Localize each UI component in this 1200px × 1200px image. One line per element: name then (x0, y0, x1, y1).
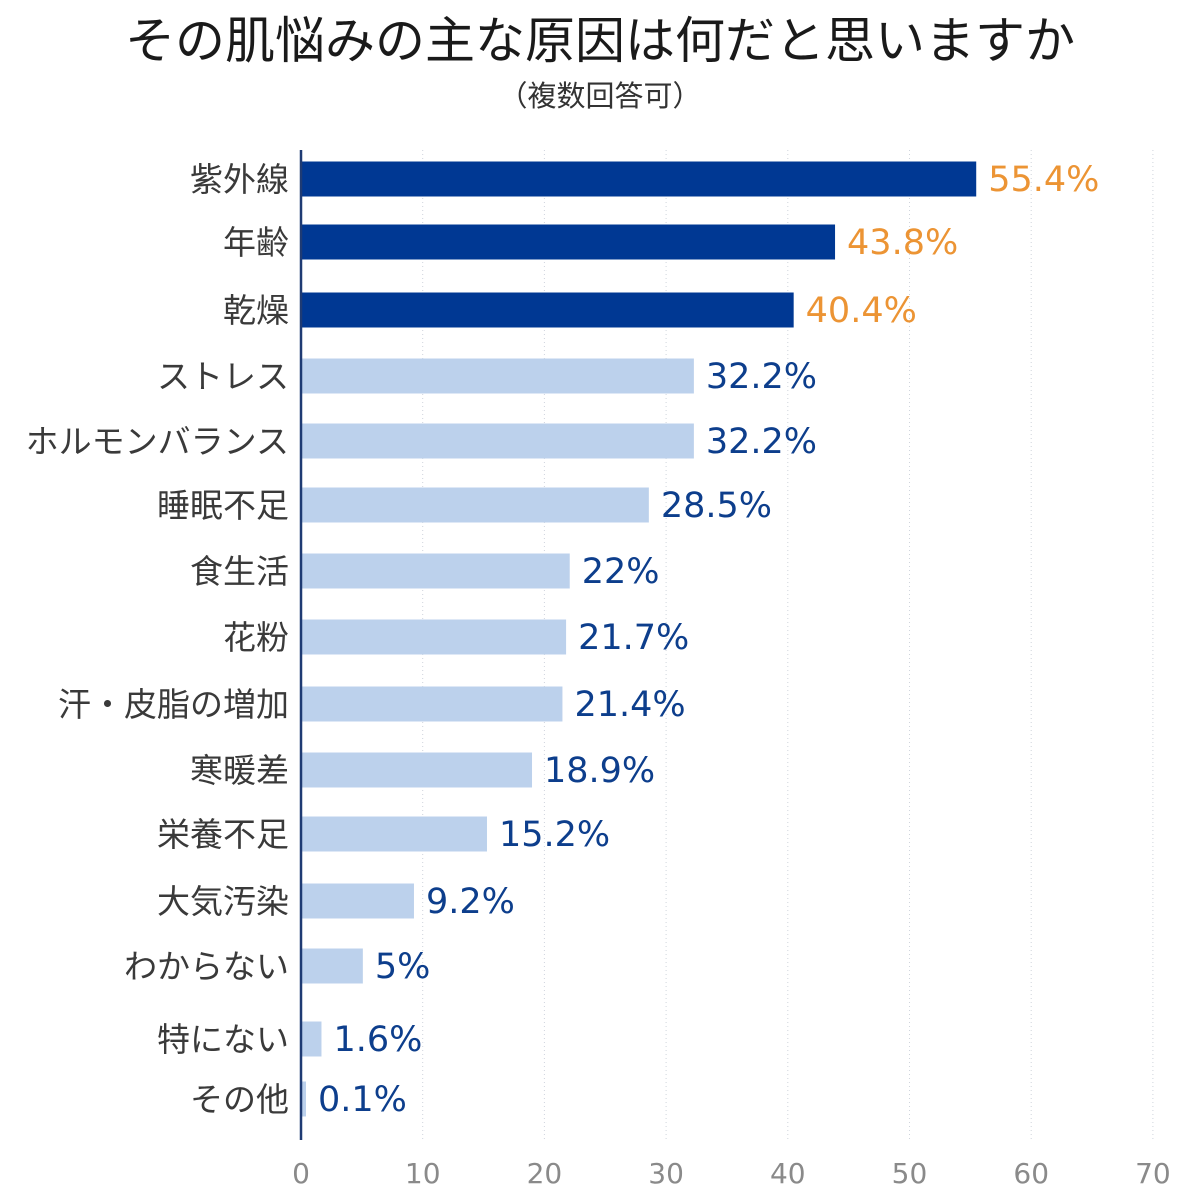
bar (302, 487, 649, 523)
category-label: 紫外線 (190, 160, 289, 199)
data-label: 9.2% (426, 882, 515, 922)
bar (302, 1081, 306, 1117)
x-axis-ticks: 0 10 20 30 40 50 60 70 (292, 1157, 1171, 1190)
category-label: ストレス (157, 357, 289, 396)
bar (302, 686, 563, 722)
data-label: 0.1% (318, 1080, 407, 1120)
category-label: 乾燥 (223, 291, 289, 330)
category-label: その他 (190, 1080, 289, 1119)
category-labels: 紫外線年齢乾燥ストレスホルモンバランス睡眠不足食生活花粉汗・皮脂の増加寒暖差栄養… (26, 160, 289, 1119)
data-label: 5% (375, 947, 431, 987)
data-label: 21.7% (578, 618, 689, 658)
bars (302, 161, 977, 1117)
category-label: 睡眠不足 (157, 486, 289, 525)
data-labels: 55.4% 43.8% 40.4% 32.2% 32.2% 28.5%22% 21.7% 21… (318, 160, 1099, 1120)
x-tick-label: 60 (1013, 1157, 1049, 1190)
category-label: 年齢 (223, 223, 289, 262)
category-label: 食生活 (190, 552, 289, 591)
x-tick-label: 10 (405, 1157, 441, 1190)
bar (302, 948, 363, 984)
category-label: 栄養不足 (157, 815, 289, 854)
data-label: 40.4% (806, 291, 917, 331)
bar (302, 161, 977, 197)
x-tick-label: 40 (770, 1157, 806, 1190)
bar (302, 358, 694, 394)
category-label: 寒暖差 (190, 751, 289, 790)
data-label: 32.2% (706, 357, 817, 397)
data-label: 28.5% (661, 486, 772, 526)
category-label: 汗・皮脂の増加 (58, 685, 289, 724)
category-label: 花粉 (223, 618, 289, 657)
category-label: 特にない (157, 1020, 289, 1059)
chart-subtitle: （複数回答可） (498, 79, 701, 113)
bar (302, 224, 836, 260)
bar (302, 423, 694, 459)
chart-title: その肌悩みの主な原因は何だと思いますか (125, 12, 1075, 70)
bar (302, 752, 533, 788)
bar (302, 292, 794, 328)
data-label: 18.9% (544, 751, 655, 791)
data-label: 1.6% (333, 1020, 422, 1060)
bar (302, 1021, 322, 1057)
data-label: 22% (582, 552, 660, 592)
bar (302, 553, 570, 589)
x-tick-label: 0 (292, 1157, 310, 1190)
bar (302, 883, 414, 919)
x-tick-label: 70 (1135, 1157, 1171, 1190)
data-label: 32.2% (706, 422, 817, 462)
x-tick-label: 20 (527, 1157, 563, 1190)
data-label: 15.2% (499, 815, 610, 855)
data-label: 43.8% (847, 223, 958, 263)
bar (302, 619, 567, 655)
data-label: 55.4% (988, 160, 1099, 200)
category-label: 大気汚染 (157, 882, 289, 921)
category-label: わからない (124, 947, 289, 986)
category-label: ホルモンバランス (26, 422, 289, 461)
bar (302, 816, 487, 852)
x-tick-label: 30 (648, 1157, 684, 1190)
x-tick-label: 50 (892, 1157, 928, 1190)
data-label: 21.4% (574, 685, 685, 725)
